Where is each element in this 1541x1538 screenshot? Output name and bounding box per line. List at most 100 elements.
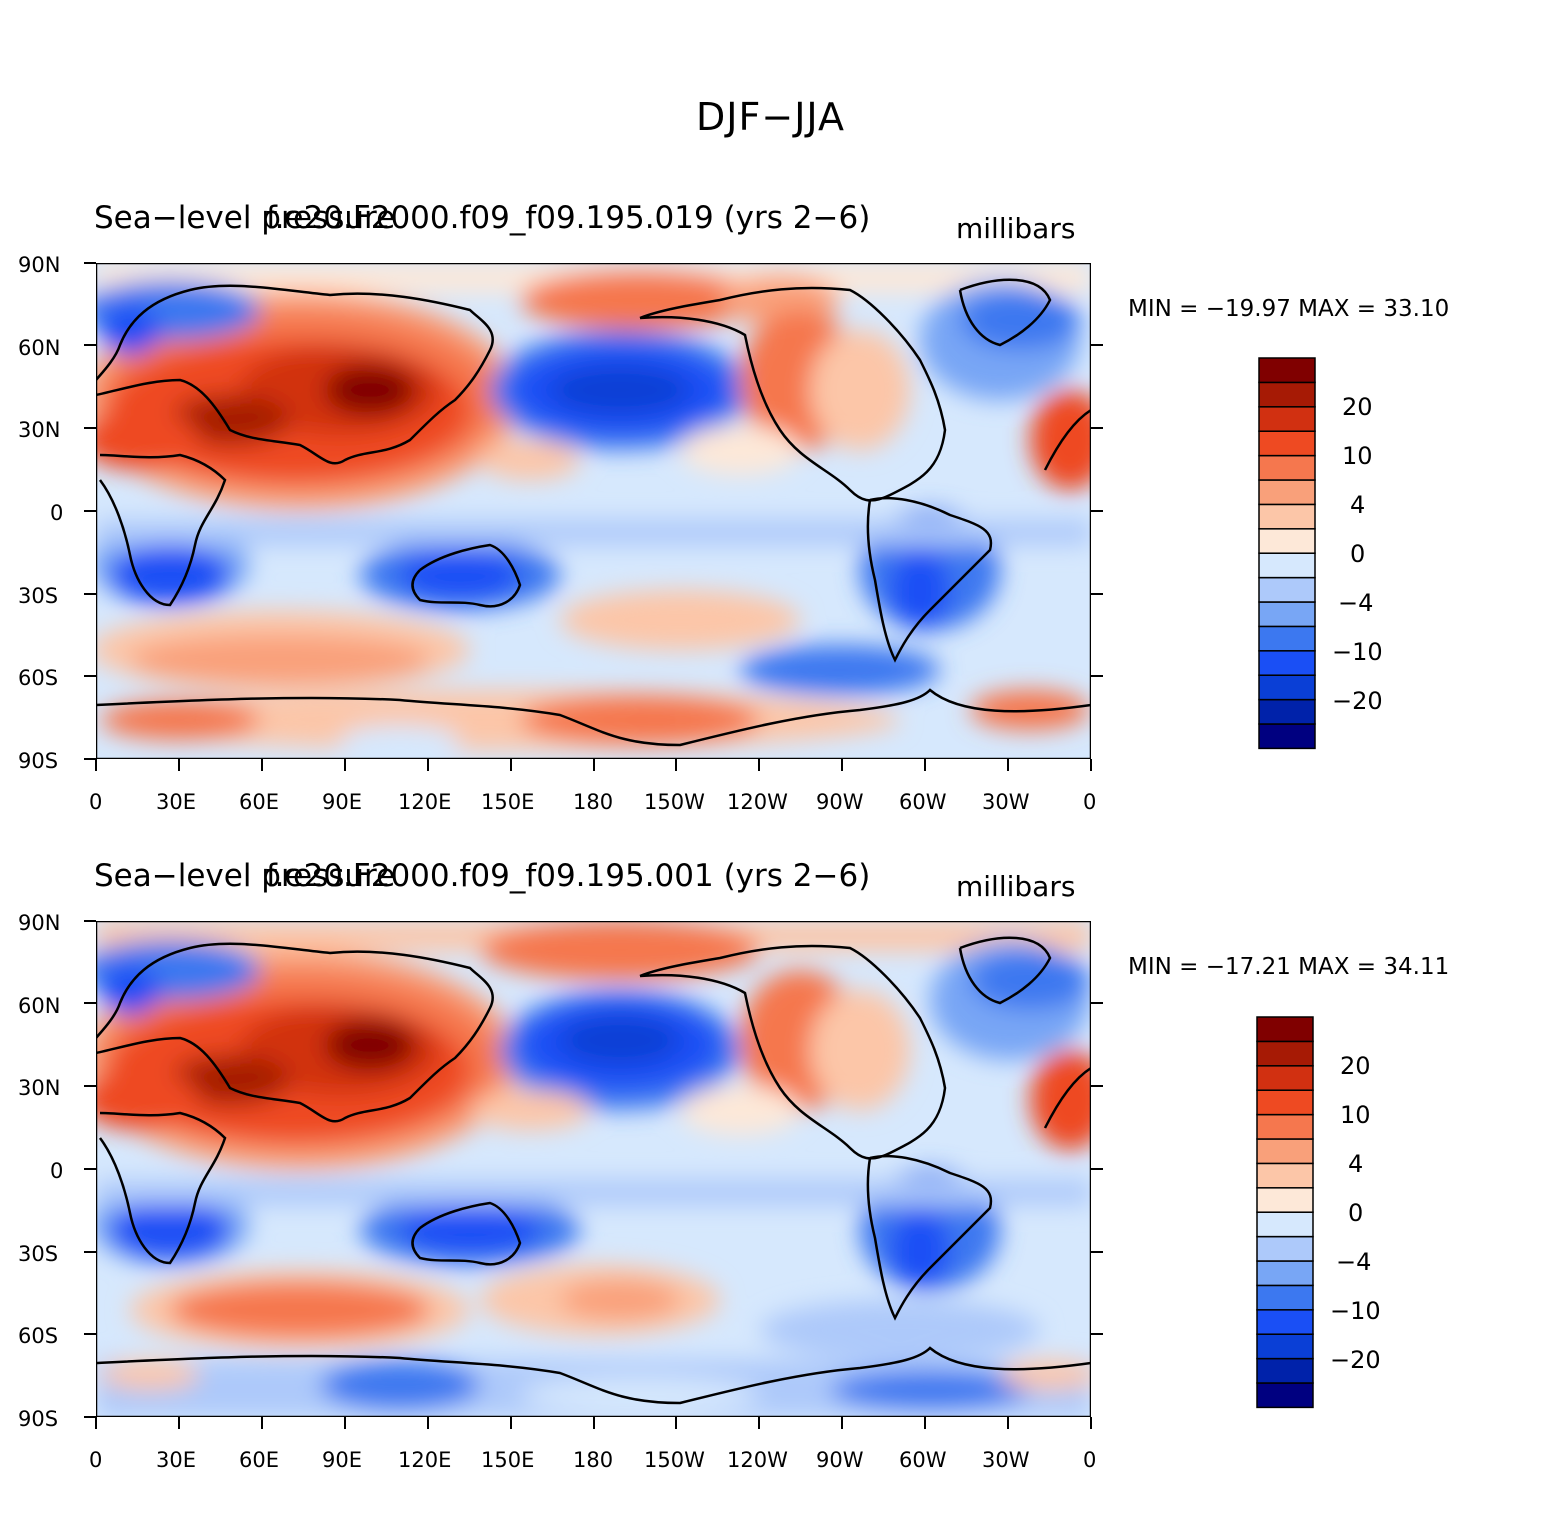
colorbar-swatch: [1258, 698, 1316, 725]
colorbar-swatch: [1258, 479, 1316, 506]
p1-colorbar-label: 10: [1342, 442, 1373, 470]
p1-tick-marks: [84, 262, 1103, 771]
p1-lat-tick: 0: [50, 501, 64, 525]
p1-lon-tick: 60W: [899, 790, 947, 814]
p1-lon-tick: 0: [1083, 790, 1097, 814]
p2-colorbar-label: 20: [1340, 1052, 1371, 1080]
p2-lat-tick: 90S: [18, 1407, 59, 1431]
p1-coastlines: [96, 278, 1091, 747]
p2-lon-tick: 120W: [727, 1448, 788, 1472]
colorbar-swatch: [1258, 528, 1316, 554]
p1-colorbar-label: 20: [1342, 393, 1373, 421]
colorbar-swatch: [1258, 674, 1316, 701]
colorbar-swatch: [1258, 552, 1316, 579]
p2-lat-tick: 60N: [18, 994, 61, 1018]
colorbar-swatch: [1258, 601, 1316, 628]
p2-lon-tick: 0: [1083, 1448, 1097, 1472]
colorbar-swatch: [1256, 1113, 1314, 1140]
p2-colorbar-label: 10: [1340, 1101, 1371, 1129]
panel1-case: f.e20.F2000.f09_f09.195.019 (yrs 2−6): [266, 200, 871, 236]
p2-colorbar-label: 0: [1348, 1199, 1364, 1227]
p2-lon-tick: 90E: [322, 1448, 362, 1472]
panel1-variable: Sea−level pressure: [94, 200, 396, 236]
p2-lon-tick: 120E: [398, 1448, 452, 1472]
p2-colorbar-label: −20: [1330, 1346, 1381, 1374]
colorbar-swatch: [1258, 576, 1316, 603]
p1-lon-tick: 150E: [481, 790, 535, 814]
colorbar-swatch: [1256, 1138, 1314, 1165]
p2-lat-tick: 30N: [18, 1076, 61, 1100]
colorbar-swatch: [1256, 1040, 1314, 1067]
p1-colorbar-label: 0: [1350, 540, 1366, 568]
p1-colorbar-label: −20: [1332, 687, 1383, 715]
p1-lon-tick: 120E: [398, 790, 452, 814]
p2-lat-tick: 90N: [18, 911, 61, 935]
colorbar-swatch: [1258, 381, 1316, 408]
colorbar-swatch: [1258, 650, 1316, 676]
colorbar-swatch: [1258, 503, 1316, 530]
p2-lon-tick: 150W: [644, 1448, 705, 1472]
p2-colorbar-label: 4: [1348, 1150, 1364, 1178]
colorbar-swatch: [1256, 1187, 1314, 1213]
p1-lon-tick: 90E: [322, 790, 362, 814]
p1-lat-tick: 30S: [18, 584, 59, 608]
p2-lon-tick: 0: [89, 1448, 103, 1472]
panel2-case: f.e20.F2000.f09_f09.195.001 (yrs 2−6): [266, 858, 871, 894]
p1-colorbar-label: −4: [1338, 589, 1374, 617]
p2-lon-tick: 180: [573, 1448, 614, 1472]
colorbar-swatch: [1256, 1333, 1314, 1360]
p1-lon-tick: 30W: [982, 790, 1030, 814]
p2-coastlines: [96, 936, 1091, 1405]
p1-lat-tick: 60N: [18, 336, 61, 360]
colorbar-swatch: [1256, 1284, 1314, 1311]
panel2-map: [96, 921, 1091, 1417]
p2-lon-tick: 150E: [481, 1448, 535, 1472]
p2-colorbar-label: −4: [1336, 1248, 1372, 1276]
p1-lat-tick: 60S: [18, 666, 59, 690]
p1-lon-tick: 30E: [156, 790, 196, 814]
p2-lon-tick: 30W: [982, 1448, 1030, 1472]
colorbar-swatch: [1258, 357, 1316, 384]
colorbar-swatch: [1256, 1260, 1314, 1287]
panel2-minmax: MIN = −17.21 MAX = 34.11: [1128, 954, 1450, 980]
p1-lat-tick: 30N: [18, 418, 61, 442]
p2-colorbar-label: −10: [1330, 1297, 1381, 1325]
p1-lon-tick: 180: [573, 790, 614, 814]
p1-lon-tick: 0: [89, 790, 103, 814]
p1-colorbar: [1258, 357, 1316, 750]
colorbar-swatch: [1256, 1065, 1314, 1091]
panel1-units: millibars: [956, 212, 1076, 245]
panel1-map: [96, 263, 1091, 759]
colorbar-swatch: [1258, 454, 1316, 481]
colorbar-swatch: [1258, 723, 1316, 750]
p2-lon-tick: 30E: [156, 1448, 196, 1472]
p2-lon-tick: 60W: [899, 1448, 947, 1472]
colorbar-swatch: [1256, 1382, 1314, 1409]
panel2-variable: Sea−level pressure: [94, 858, 396, 894]
p2-lon-tick: 60E: [239, 1448, 279, 1472]
p1-colorbar-label: 4: [1350, 491, 1366, 519]
colorbar-swatch: [1256, 1162, 1314, 1189]
p1-lat-tick: 90N: [18, 253, 61, 277]
p2-lat-tick: 30S: [18, 1242, 59, 1266]
colorbar-swatch: [1258, 625, 1316, 652]
p1-colorbar-label: −10: [1332, 638, 1383, 666]
p1-pressure-field: [96, 263, 1091, 755]
p1-lon-tick: 60E: [239, 790, 279, 814]
colorbar-swatch: [1256, 1357, 1314, 1384]
colorbar-swatch: [1258, 406, 1316, 432]
p2-lat-tick: 60S: [18, 1324, 59, 1348]
p1-lat-tick: 90S: [18, 749, 59, 773]
p1-lon-tick: 90W: [816, 790, 864, 814]
figure-title: DJF−JJA: [696, 95, 845, 139]
p2-tick-marks: [84, 920, 1103, 1429]
p2-lon-tick: 90W: [816, 1448, 864, 1472]
p1-lon-tick: 150W: [644, 790, 705, 814]
colorbar-swatch: [1256, 1235, 1314, 1262]
panel1-minmax: MIN = −19.97 MAX = 33.10: [1128, 296, 1450, 322]
colorbar-swatch: [1256, 1016, 1314, 1043]
p1-lon-tick: 120W: [727, 790, 788, 814]
p2-lat-tick: 0: [50, 1159, 64, 1183]
p2-pressure-field: [96, 921, 1091, 1417]
